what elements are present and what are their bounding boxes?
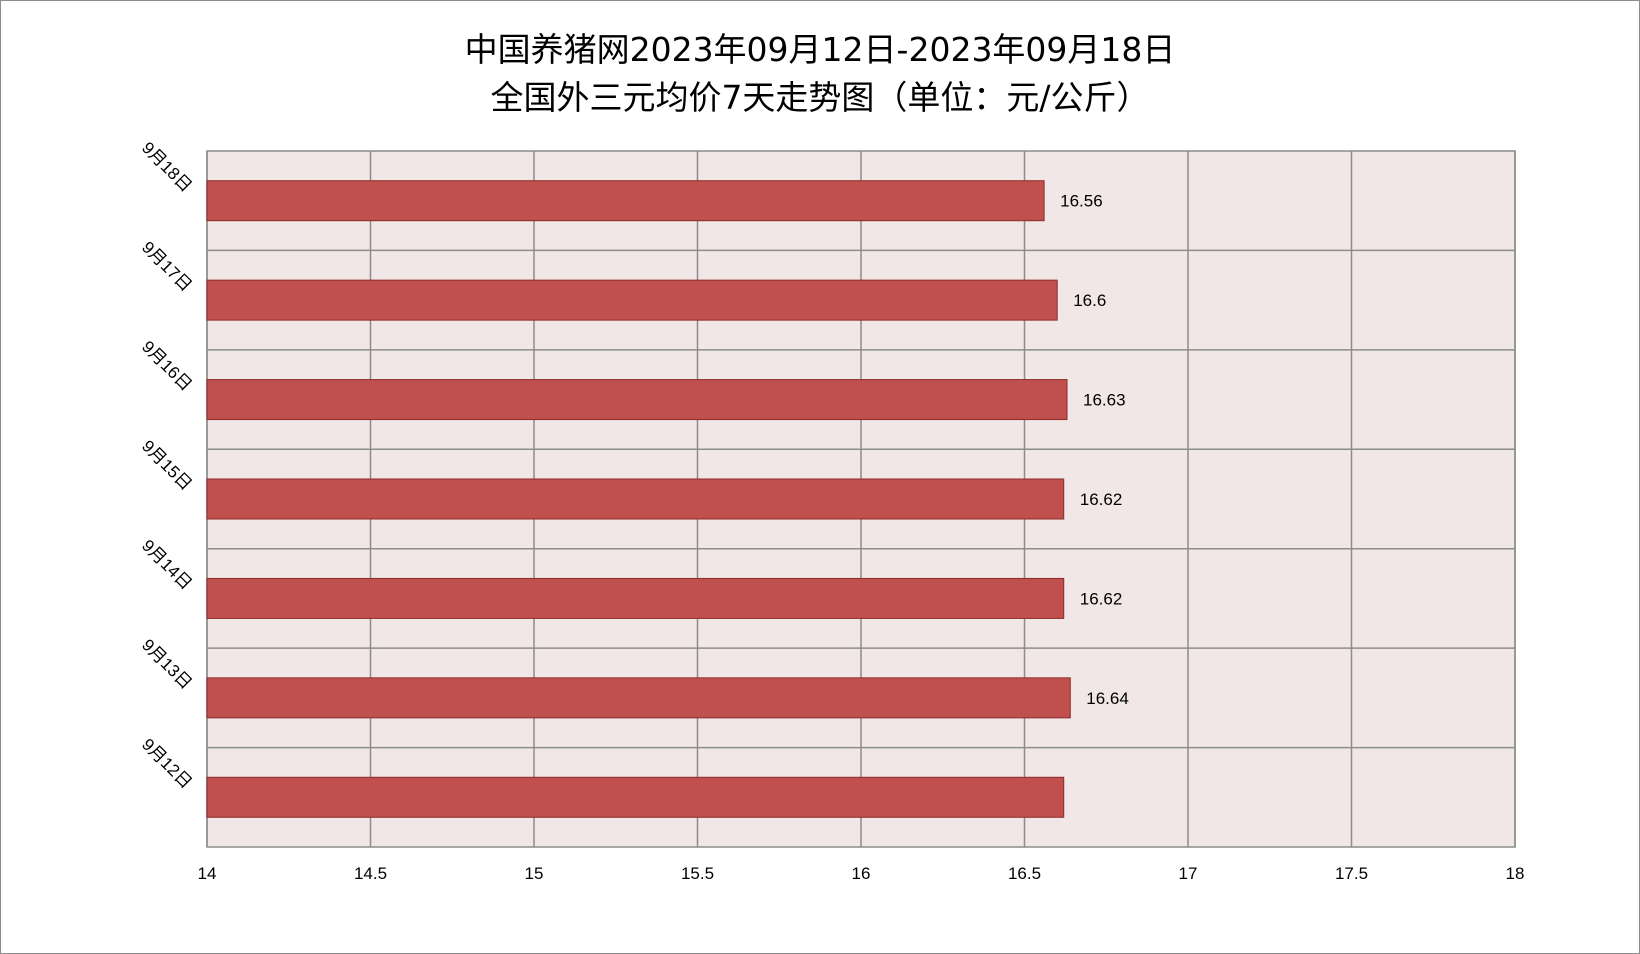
bar xyxy=(206,279,1058,321)
x-tick-label: 17 xyxy=(1179,864,1198,883)
bar xyxy=(206,677,1071,719)
bar xyxy=(206,180,1045,222)
data-label: 16.63 xyxy=(1083,391,1126,410)
x-tick-label: 14 xyxy=(198,864,217,883)
category-label: 9月15日 xyxy=(138,437,196,495)
x-tick-label: 15 xyxy=(525,864,544,883)
category-label: 9月12日 xyxy=(138,735,196,793)
chart-subtitle: 全国外三元均价7天走势图（单位：元/公斤） xyxy=(490,78,1150,117)
x-tick-label: 15.5 xyxy=(681,864,714,883)
bar xyxy=(206,776,1065,818)
x-tick-label: 18 xyxy=(1506,864,1525,883)
chart-title-block: 中国养猪网2023年09月12日-2023年09月18日 全国外三元均价7天走势… xyxy=(0,26,1640,122)
x-tick-label: 17.5 xyxy=(1335,864,1368,883)
category-label: 9月17日 xyxy=(138,238,196,296)
category-label: 9月14日 xyxy=(138,536,196,594)
bar xyxy=(206,379,1068,421)
x-tick-label: 16 xyxy=(852,864,871,883)
bar xyxy=(206,478,1065,520)
data-label: 16.64 xyxy=(1086,689,1129,708)
category-label: 9月13日 xyxy=(138,635,196,693)
category-label: 9月16日 xyxy=(138,337,196,395)
x-tick-label: 16.5 xyxy=(1008,864,1041,883)
category-label: 9月18日 xyxy=(138,138,196,196)
bar xyxy=(206,577,1065,619)
data-label: 16.62 xyxy=(1080,490,1123,509)
x-tick-label: 14.5 xyxy=(354,864,387,883)
chart-title: 中国养猪网2023年09月12日-2023年09月18日 xyxy=(464,30,1176,69)
data-label: 16.56 xyxy=(1060,192,1103,211)
data-label: 16.62 xyxy=(1080,589,1123,608)
data-label: 16.6 xyxy=(1073,291,1106,310)
